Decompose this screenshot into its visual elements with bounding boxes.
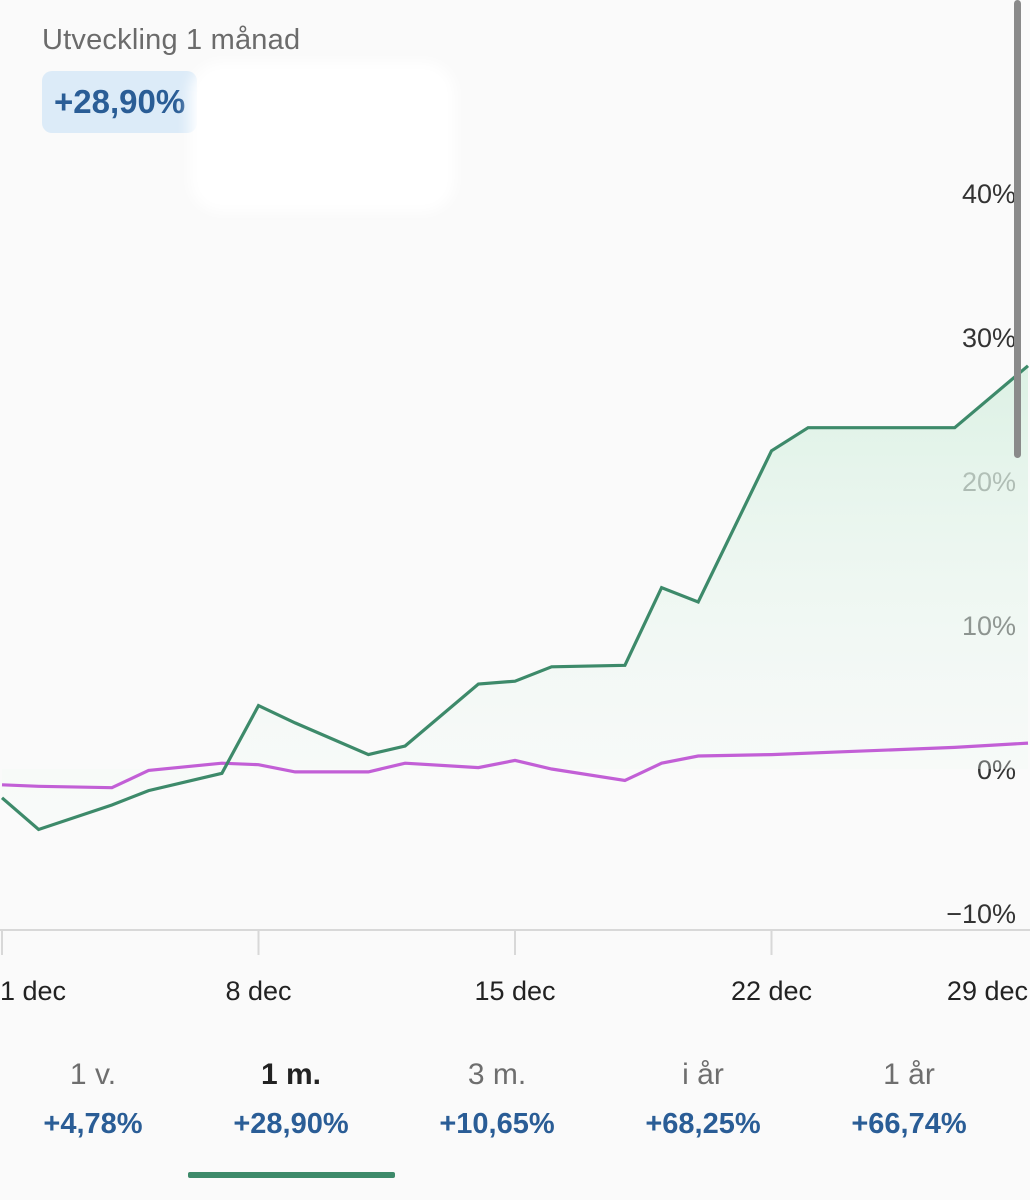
x-tick-label: 1 dec xyxy=(0,976,66,1006)
tab-value: +10,65% xyxy=(439,1108,555,1140)
tab-value: +4,78% xyxy=(43,1108,143,1140)
tab-3-months[interactable]: 3 m. +10,65% xyxy=(394,1040,600,1176)
tab-year-to-date[interactable]: i år +68,25% xyxy=(600,1040,806,1176)
y-tick-label: 40% xyxy=(962,179,1016,209)
x-tick-label: 8 dec xyxy=(225,976,291,1006)
x-tick-label: 15 dec xyxy=(474,976,555,1006)
tab-label: 1 år xyxy=(883,1058,935,1091)
comparison-series-line xyxy=(1,741,1029,790)
chart-header: Utveckling 1 månad +28,90% xyxy=(42,24,300,133)
tab-value: +66,74% xyxy=(851,1108,967,1140)
active-tab-indicator xyxy=(188,1172,395,1178)
change-pill: +28,90% xyxy=(42,71,198,133)
tab-1-year[interactable]: 1 år +66,74% xyxy=(806,1040,1012,1176)
period-tabs: 1 v. +4,78% 1 m. +28,90% 3 m. +10,65% i … xyxy=(0,1040,1030,1180)
x-tick-label: 22 dec xyxy=(731,976,812,1006)
tab-label: 3 m. xyxy=(467,1058,527,1091)
y-tick-label: 30% xyxy=(962,323,1016,353)
chart-title: Utveckling 1 månad xyxy=(42,24,301,56)
tab-label: 1 m. xyxy=(260,1058,322,1091)
x-axis: 1 dec 8 dec 15 dec 22 dec 29 dec xyxy=(0,931,1028,1006)
tab-1-month[interactable]: 1 m. +28,90% xyxy=(188,1040,394,1176)
tab-label: 1 v. xyxy=(69,1058,117,1091)
tab-1-week[interactable]: 1 v. +4,78% xyxy=(0,1040,196,1176)
primary-series-line xyxy=(0,364,1030,832)
scrollbar[interactable] xyxy=(1014,0,1021,458)
redacted-area xyxy=(200,72,445,202)
x-tick-label: 29 dec xyxy=(947,976,1028,1006)
y-tick-label: −10% xyxy=(946,899,1016,929)
tab-value: +28,90% xyxy=(233,1108,349,1140)
primary-series-fill xyxy=(2,365,1028,830)
tab-value: +68,25% xyxy=(645,1108,761,1140)
tab-label: i år xyxy=(682,1058,724,1091)
